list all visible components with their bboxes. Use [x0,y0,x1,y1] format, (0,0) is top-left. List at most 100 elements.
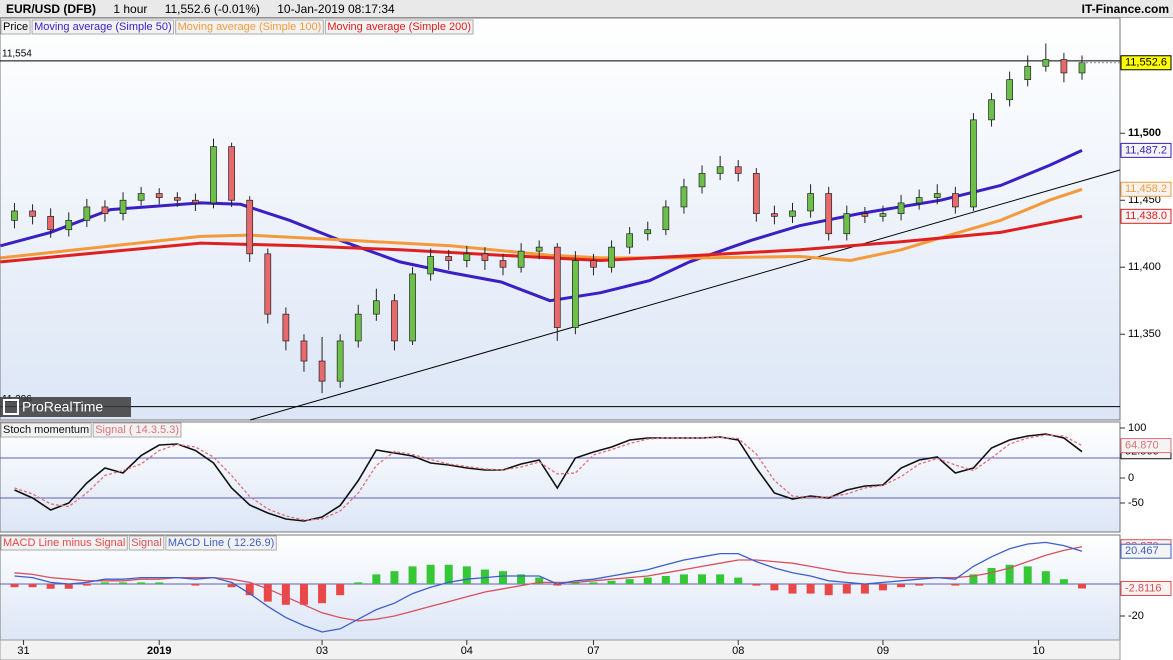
x-tick-label: 07 [587,645,599,657]
y-tick-label: 11,500 [1128,127,1161,139]
watermark: ProRealTime [0,397,131,417]
histogram-bar [318,583,327,604]
legend-entry: Price [3,21,28,33]
legend-box [31,19,175,35]
histogram-bar [263,583,272,602]
candle-body [210,146,217,204]
x-tick-label: 04 [461,645,473,657]
histogram-bar [607,580,616,584]
legend-box [0,422,92,438]
candle-body [626,233,634,248]
legend-box [92,422,182,438]
candle-body [662,206,670,231]
candle-body [1078,62,1086,74]
histogram-bar [625,579,634,584]
histogram-bar [698,574,707,584]
candle-body [83,206,91,221]
candle-body [192,199,199,204]
candle-body [698,173,706,188]
candle-body [734,166,742,174]
price-panel [0,17,1121,421]
histogram-bar [806,583,815,594]
histogram-bar [155,582,164,584]
histogram-bar [915,583,924,586]
histogram-bar [299,583,308,605]
value-box [1120,208,1172,224]
histogram-bar [28,583,37,588]
candle-body [608,246,615,268]
value-box [1120,543,1172,559]
histogram-bar [137,582,146,584]
candle-body [228,146,235,201]
legend-box [0,19,31,35]
y-tick-label: -20 [1128,610,1144,622]
candle-body [771,213,778,217]
candle-body [572,260,579,328]
histogram-bar [535,577,544,584]
y-tick-label: 11,400 [1128,261,1161,273]
histogram-bar [82,583,91,586]
histogram-bar [734,577,743,584]
series-line [14,541,1083,633]
histogram-bar [987,567,996,584]
candle-body [951,193,959,208]
candle-body [101,206,109,214]
y-tick-label: 0 [1128,472,1134,484]
watermark-text: ProRealTime [22,399,103,415]
value-label: 11,438.0 [1125,210,1167,222]
candle-body [47,215,55,231]
candle-body [644,229,652,235]
x-tick-label: 31 [17,645,29,657]
candle-body [933,193,941,198]
value-label: -2.8116 [1125,582,1162,594]
legend-box [324,19,474,35]
histogram-bar [372,574,381,584]
histogram-bar [1041,571,1050,584]
histogram-bar [716,574,725,584]
candle-body [590,260,597,268]
histogram-bar [1059,579,1068,584]
candle-body [65,219,73,231]
candle-body [535,246,543,252]
histogram-bar [589,582,598,584]
histogram-bar [842,583,851,594]
y-tick-label: 100 [1128,422,1146,434]
histogram-bar [951,583,960,586]
candle-body [409,273,416,342]
histogram-bar [878,583,887,591]
histogram-bar [444,564,453,584]
value-box [1120,142,1172,158]
histogram-bar [408,566,417,584]
x-axis-bar [0,639,1121,660]
histogram-bar [119,582,128,584]
histogram-bar [64,583,73,589]
candle-body [264,253,272,315]
y-tick-label: -50 [1128,497,1144,509]
histogram-bar [46,583,55,589]
x-tick-label: 03 [316,645,328,657]
legend-entry: Stoch momentum [3,424,89,436]
candle-body [29,210,36,217]
histogram-bar [679,574,688,584]
candle-body [517,250,525,268]
histogram-bar [227,583,236,588]
legend-box [0,535,128,551]
candle-body [843,213,851,235]
histogram-bar [824,583,833,596]
value-label: 11,552.6 [1125,57,1167,69]
candle-body [463,253,471,261]
candle-body [300,340,308,362]
stoch-panel [0,421,1121,533]
histogram-bar [245,583,254,596]
histogram-bar [354,582,363,584]
histogram-bar [100,582,109,584]
interval: 1 hour [113,2,148,16]
histogram-bar [336,583,345,596]
candle-body [354,313,362,342]
legend-entry: Moving average (Simple 50) [34,21,172,33]
histogram-bar [1023,566,1032,584]
candle-body [137,193,145,201]
candle-body [861,213,869,217]
candle-body [1060,59,1068,74]
